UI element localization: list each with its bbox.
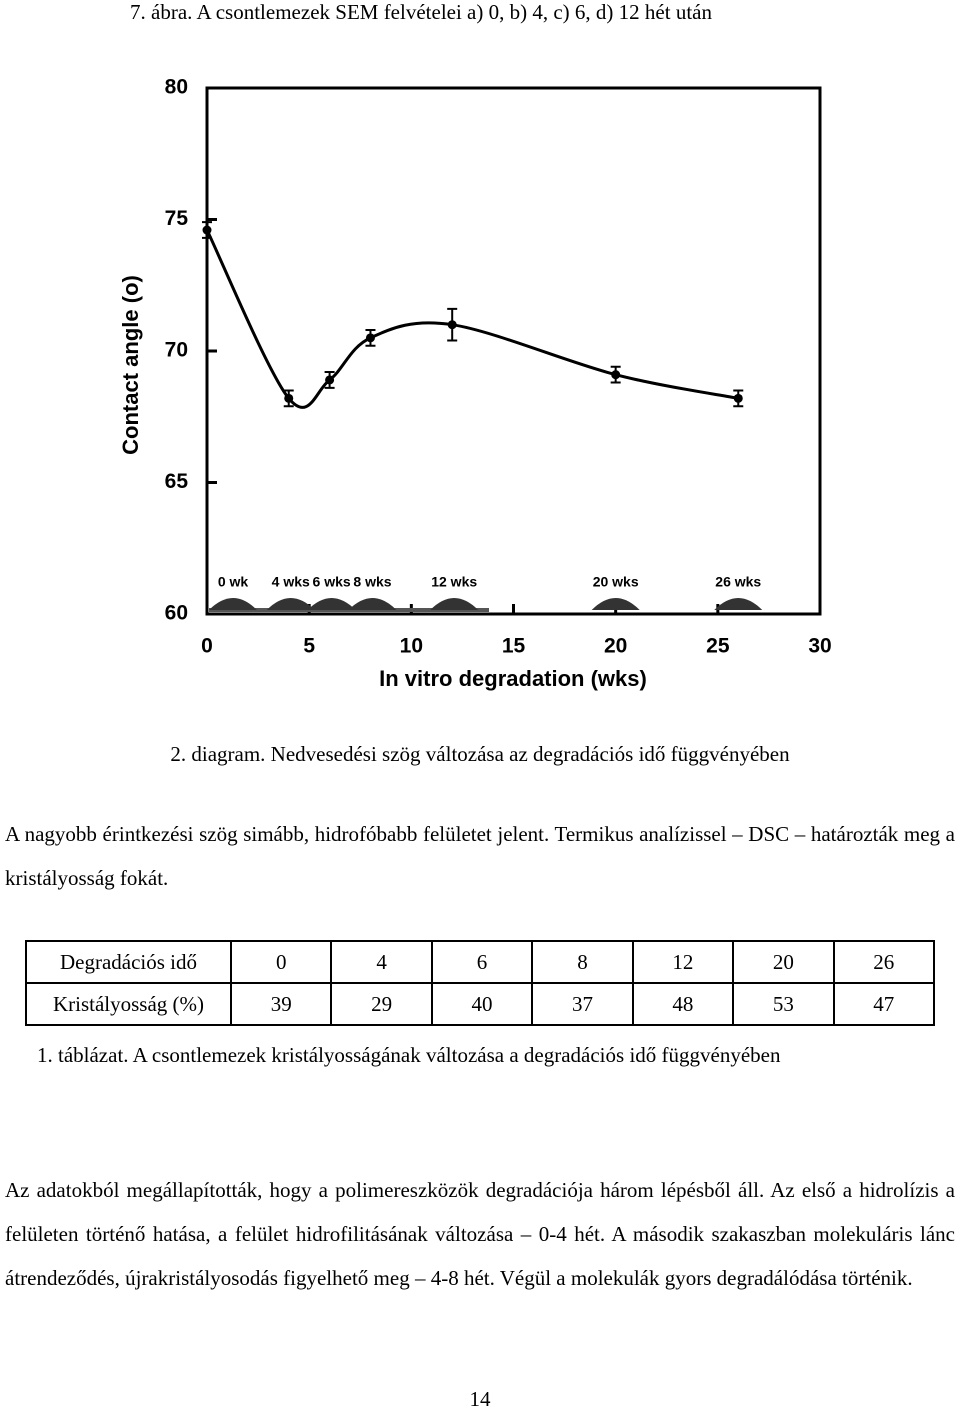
- x-tick-label: 25: [706, 635, 730, 658]
- y-tick-label: 65: [165, 470, 189, 493]
- y-tick-label: 80: [165, 76, 188, 99]
- annotation: 4 wks: [272, 574, 310, 590]
- droplet: [266, 598, 315, 610]
- point: [611, 370, 621, 380]
- y-tick-label: 70: [165, 339, 188, 362]
- x-tick-label: 30: [808, 635, 831, 658]
- annotation: 0 wk: [218, 574, 249, 590]
- page-number: 14: [469, 1387, 491, 1411]
- table-cell: 20: [732, 940, 835, 984]
- table-cell: Degradációs idő: [25, 940, 232, 984]
- table-cell: 48: [631, 982, 735, 1026]
- table-cell: 4: [330, 940, 433, 984]
- droplet: [307, 598, 356, 610]
- table-caption: 1. táblázat. A csontlemezek kristályossá…: [37, 1043, 781, 1067]
- droplet: [430, 598, 479, 610]
- annotation: 12 wks: [431, 574, 477, 590]
- table-cell: 47: [832, 982, 936, 1026]
- table-cell: 37: [531, 982, 634, 1026]
- point: [733, 393, 743, 403]
- x-tick-label: 20: [604, 635, 627, 658]
- paragraph: A nagyobb érintkezési szög simább, hidro…: [5, 822, 955, 890]
- table-cell: 26: [832, 940, 936, 984]
- x-tick-label: 0: [201, 635, 213, 658]
- droplet: [348, 598, 397, 610]
- table-cell: 8: [531, 940, 634, 984]
- table-cell: 39: [229, 982, 333, 1026]
- table-cell: 40: [430, 982, 534, 1026]
- figure-title: 7. ábra. A csontlemezek SEM felvételei a…: [130, 0, 712, 24]
- table-cell: 6: [430, 940, 534, 984]
- x-tick-label: 5: [303, 635, 315, 658]
- annotation: 26 wks: [715, 574, 761, 590]
- x-tick-label: 15: [502, 635, 526, 658]
- plot-frame: [205, 86, 822, 616]
- table-cell: 29: [330, 982, 433, 1026]
- chart: In vitro degradation (wks) Contact angle…: [118, 76, 832, 691]
- chart-caption: 2. diagram. Nedvesedési szög változása a…: [170, 742, 790, 766]
- table-cell: 12: [631, 940, 735, 984]
- curve: [205, 229, 739, 409]
- annotation: 8 wks: [353, 574, 391, 590]
- table: Degradációs idő 0 4 6 8 12 20 26 Kristályosság (…: [25, 940, 936, 1026]
- droplet: [591, 598, 640, 610]
- table-cell: Kristályosság (%): [25, 982, 232, 1026]
- droplet: [209, 598, 257, 610]
- table-row: Kristályosság (%) 39 29 40 37 48 53 47: [25, 982, 936, 1026]
- x-tick-label: 10: [400, 635, 423, 658]
- table-cell: 53: [732, 982, 835, 1026]
- table-cell: 0: [229, 940, 333, 984]
- point: [447, 320, 457, 330]
- y-tick-label: 75: [165, 207, 189, 230]
- annotation: 20 wks: [593, 574, 639, 590]
- y-axis-label: Contact angle (o): [118, 275, 143, 455]
- point: [365, 333, 375, 343]
- annotation: 6 wks: [313, 574, 351, 590]
- table-row: Degradációs idő 0 4 6 8 12 20 26: [25, 940, 936, 984]
- y-tick-label: 60: [165, 602, 188, 625]
- point: [202, 225, 212, 235]
- droplet: [714, 598, 763, 610]
- paragraph: Az adatokból megállapították, hogy a pol…: [5, 1178, 955, 1290]
- point: [284, 393, 294, 403]
- x-axis-label: In vitro degradation (wks): [379, 666, 647, 691]
- point: [325, 375, 335, 385]
